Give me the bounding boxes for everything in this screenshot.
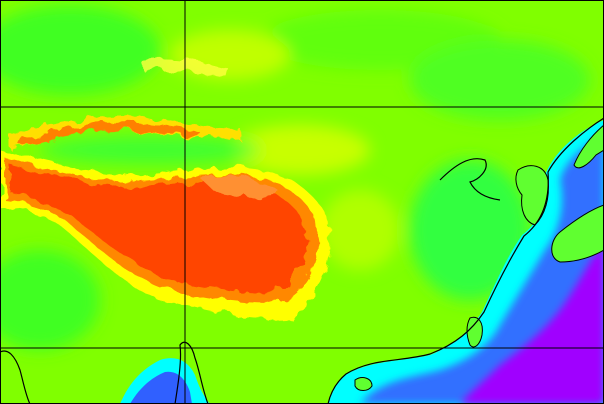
islands: [354, 124, 604, 391]
coastline: [439, 158, 501, 201]
plateau: [0, 150, 331, 319]
sea: [120, 120, 604, 404]
coastline: [174, 341, 209, 404]
coastline: [0, 350, 31, 404]
coastline: [327, 117, 604, 404]
